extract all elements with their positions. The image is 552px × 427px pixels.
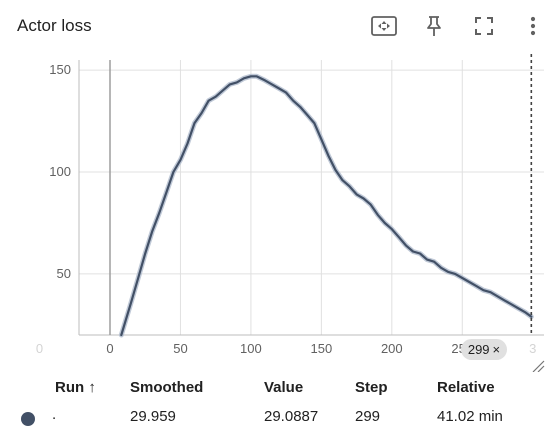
card-header: Actor loss [0,0,552,52]
y-tick-label: 50 [57,266,71,281]
pin-icon [427,16,441,36]
fit-domain-icon [371,16,397,36]
x-tick-label: 150 [311,341,333,356]
step-header[interactable]: Step [355,379,388,396]
x-tick-label: 50 [173,341,187,356]
value-cell: 29.0887 [264,408,319,425]
run-name-cell: . [52,406,57,423]
run-header[interactable]: Run ↑ [55,379,96,396]
fullscreen-icon [475,17,493,35]
axes [78,60,544,336]
fit-domain-button[interactable] [370,12,398,40]
run-color-swatch [21,412,35,426]
smoothed-header[interactable]: Smoothed [130,379,204,396]
x-tick-label: 3 [529,341,536,356]
step-cell: 299 [355,408,381,425]
value-header[interactable]: Value [264,379,304,396]
run-header-label: Run [55,379,85,396]
x-tick-label: 100 [240,341,262,356]
series-group [118,73,534,338]
series-line-raw [118,73,534,338]
close-icon[interactable]: × [492,342,501,357]
x-tick-label: 0 [106,341,113,356]
x-tick-label: 0 [36,341,43,356]
sort-ascending-icon: ↑ [88,379,96,396]
fullscreen-button[interactable] [470,12,498,40]
relative-header[interactable]: Relative [437,379,495,396]
hover-step-badge[interactable]: 299 × [461,339,507,360]
relative-cell: 41.02 min [437,408,503,425]
chart-title: Actor loss [17,16,92,35]
grid [79,60,544,335]
y-tick-label: 150 [49,62,71,77]
smoothed-cell: 29.959 [130,408,176,425]
x-tick-label: 200 [381,341,403,356]
y-tick-label: 100 [49,164,71,179]
line-chart[interactable]: 0501001502002500350100150 [0,52,552,372]
series-line [120,75,533,337]
pin-button[interactable] [420,12,448,40]
more-vert-icon [530,16,536,36]
hover-step-label: 299 [467,342,490,357]
tick-labels: 0501001502002500350100150 [36,62,536,356]
resize-handle-icon[interactable] [532,360,545,372]
more-menu-button[interactable] [519,12,547,40]
